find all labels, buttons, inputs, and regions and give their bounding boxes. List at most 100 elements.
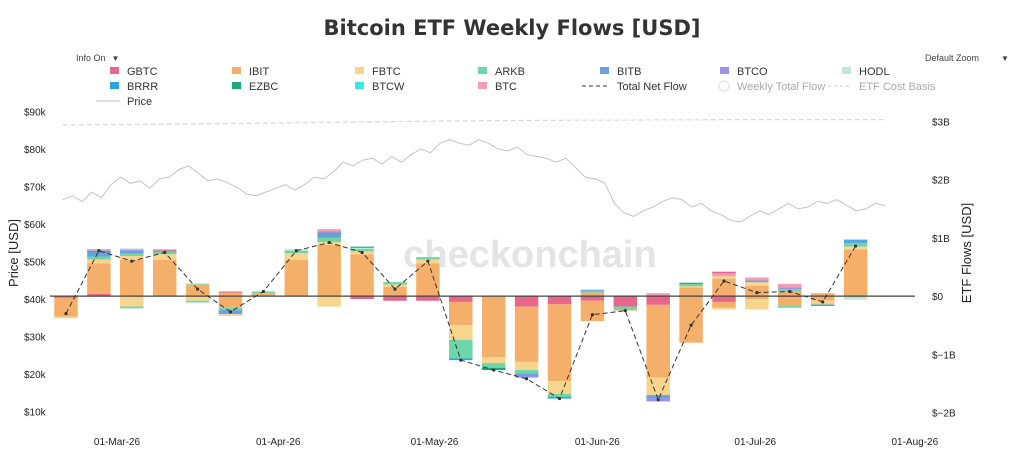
bar-segment-ibit — [646, 304, 670, 378]
net-flow-point — [492, 368, 496, 372]
bar-segment-ibit — [778, 291, 802, 297]
watermark: checkonchain — [403, 234, 656, 276]
left-tick-label: $40k — [24, 295, 47, 306]
net-flow-point — [130, 259, 134, 263]
legend-swatch-brrr — [110, 82, 119, 89]
bar-segment-ibit — [449, 301, 473, 326]
net-flow-point — [525, 377, 529, 381]
bar-segment-fbtc — [712, 276, 736, 279]
net-flow-point — [656, 398, 660, 402]
legend-swatch-arkb — [478, 67, 487, 74]
left-tick-label: $90k — [24, 107, 47, 118]
bar-segment-arkb — [185, 284, 210, 286]
legend-swatch-hodl — [842, 67, 851, 74]
bar-segment-ezbc — [679, 282, 703, 284]
net-flow-point — [722, 279, 726, 283]
left-tick-label: $20k — [24, 370, 47, 381]
bar-segment-ibit — [745, 296, 769, 300]
bar-segment-ibit — [481, 296, 506, 358]
bar-segment-arkb — [613, 306, 638, 310]
legend-label: ETF Cost Basis — [859, 81, 936, 93]
net-flow-point — [196, 287, 200, 291]
bar-segment-ibit — [383, 286, 407, 297]
bar-segment-arkb — [810, 303, 835, 305]
bar-segment-fbtc — [185, 296, 210, 301]
bar-segment-ibit — [745, 285, 769, 297]
bar-segment-fbtc — [449, 325, 473, 340]
bar-segment-fbtc — [712, 307, 736, 310]
legend-label: GBTC — [127, 66, 158, 78]
bar-segment-bitb — [514, 373, 539, 377]
left-tick-label: $50k — [24, 257, 47, 268]
bar-segment-gbtc — [350, 296, 374, 300]
legend-label: EZBC — [249, 81, 278, 93]
bar-segment-fbtc — [745, 299, 769, 310]
legend-swatch-gbtc — [110, 67, 119, 74]
bar-segment-hodl — [843, 296, 868, 300]
legend-swatch-bitb — [600, 67, 609, 74]
right-tick-label: $1B — [932, 234, 950, 245]
chart-title: Bitcoin ETF Weekly Flows [USD] — [323, 16, 701, 40]
bar-segment-fbtc — [679, 286, 703, 288]
zoom-dropdown[interactable]: Default Zoom ▼ — [925, 53, 1009, 63]
bar-segment-btc — [646, 293, 670, 297]
bar-segment-fbtc — [646, 377, 670, 396]
legend-swatch-ibit — [232, 67, 241, 74]
net-flow-point — [623, 309, 627, 313]
dropdown-arrow-icon: ▼ — [1001, 54, 1009, 63]
legend-label: Total Net Flow — [617, 81, 687, 93]
bar-segment-fbtc — [383, 284, 407, 287]
left-axis-title: Price [USD] — [6, 219, 21, 287]
legend-label: BRRR — [127, 81, 158, 93]
left-tick-label: $10k — [24, 407, 47, 418]
net-flow-point — [459, 358, 463, 362]
right-axis-title: ETF Flows [USD] — [959, 203, 974, 303]
bar-segment-btc — [712, 273, 736, 277]
bar-segment-fbtc — [317, 296, 341, 307]
etf-cost-basis-line — [62, 119, 886, 126]
bar-segment-ibit — [810, 293, 835, 297]
left-tick-label: $70k — [24, 182, 47, 193]
bar-segment-ibit — [185, 285, 210, 297]
left-tick-label: $80k — [24, 145, 47, 156]
bar-segment-fbtc — [218, 314, 243, 316]
legend-swatch-btco — [720, 67, 729, 74]
net-flow-point — [788, 289, 792, 294]
legend-label: ARKB — [495, 66, 525, 78]
bar-segment-fbtc — [843, 246, 868, 250]
legend-swatch-weekly-total — [718, 80, 730, 92]
bar-segment-ibit — [317, 244, 341, 297]
info-toggle-dropdown[interactable]: Info On ▼ — [76, 53, 119, 63]
legend-swatch-fbtc — [355, 67, 364, 74]
bar-segment-gbtc — [152, 249, 177, 251]
x-tick-label: 01-Jun-26 — [575, 437, 620, 448]
x-tick-label: 01-Jul-26 — [734, 437, 776, 448]
bar-segment-arkb — [481, 363, 506, 368]
bar-segment-gbtc — [580, 296, 605, 301]
bar-segment-ibit — [778, 297, 802, 307]
bar-segment-btc — [778, 283, 802, 288]
bar-segment-ibit — [284, 260, 309, 297]
right-tick-label: $−1B — [932, 350, 956, 361]
bar-segment-arkb — [383, 282, 407, 285]
bar-segment-fbtc — [745, 282, 769, 286]
bar-segment-gbtc — [712, 296, 736, 302]
legend-label: Weekly Total Flow — [737, 81, 825, 93]
bar-segment-gbtc — [810, 304, 835, 307]
legend-label: BITB — [617, 66, 641, 78]
left-price-axis: $10k $20k $30k $40k $50k $60k $70k $80k $90k — [24, 107, 47, 418]
net-flow-point — [426, 259, 430, 263]
bar-segment-btco — [120, 249, 144, 251]
net-flow-point — [689, 323, 693, 327]
net-flow-point — [393, 287, 397, 291]
bar-segment-arkb — [185, 300, 210, 303]
bar-segment-fbtc — [547, 381, 572, 394]
bar-segment-hodl — [120, 248, 144, 250]
bar-segment-ibit — [580, 300, 605, 322]
bar-segment-ibit — [120, 260, 144, 297]
bar-segment-arkb — [449, 339, 473, 359]
bar-segment-ibit — [152, 260, 177, 297]
net-flow-point — [854, 244, 858, 248]
bar-segment-ibit — [416, 263, 440, 297]
